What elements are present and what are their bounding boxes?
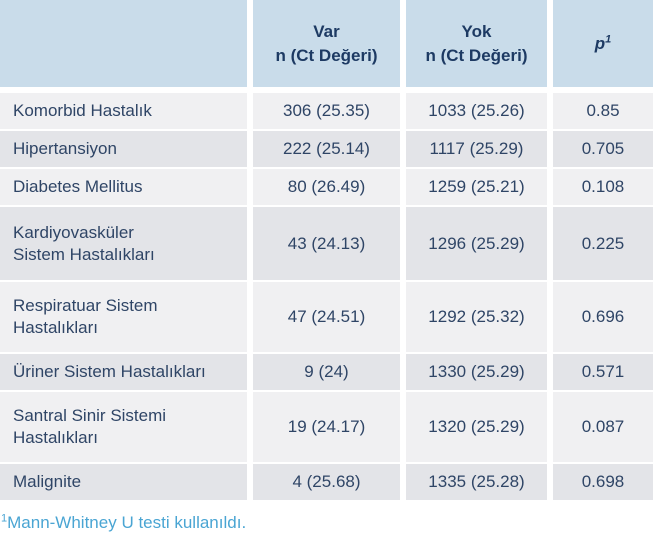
table-row-santral-sinir: Santral Sinir Sistemi Hastalıkları 19 (2… <box>0 392 653 462</box>
p-value: 0.087 <box>553 392 653 462</box>
var-value: 19 (24.17) <box>253 392 400 462</box>
var-value: 306 (25.35) <box>253 93 400 129</box>
p-value: 0.698 <box>553 464 653 500</box>
yok-value: 1259 (25.21) <box>406 169 547 205</box>
yok-value: 1292 (25.32) <box>406 282 547 352</box>
table-row-diabetes-mellitus: Diabetes Mellitus 80 (26.49) 1259 (25.21… <box>0 169 653 205</box>
footnote-text: Mann-Whitney U testi kullanıldı. <box>7 513 247 532</box>
header-cell-yok: Yok n (Ct Değeri) <box>406 0 547 87</box>
table-header-row: Var n (Ct Değeri) Yok n (Ct Değeri) p1 <box>0 0 653 87</box>
row-label: Diabetes Mellitus <box>0 169 247 205</box>
header-yok-line2: n (Ct Değeri) <box>425 45 528 65</box>
var-value: 222 (25.14) <box>253 131 400 167</box>
var-value: 80 (26.49) <box>253 169 400 205</box>
yok-value: 1117 (25.29) <box>406 131 547 167</box>
p-value: 0.225 <box>553 207 653 280</box>
header-cell-empty <box>0 0 247 87</box>
row-label: Respiratuar Sistem Hastalıkları <box>0 282 247 352</box>
table-row-kardiyovaskuler: Kardiyovasküler Sistem Hastalıkları 43 (… <box>0 207 653 280</box>
row-label: Komorbid Hastalık <box>0 93 247 129</box>
var-value: 43 (24.13) <box>253 207 400 280</box>
table-row-malignite: Malignite 4 (25.68) 1335 (25.28) 0.698 <box>0 464 653 500</box>
p-label: p <box>594 33 606 53</box>
p-value: 0.85 <box>553 93 653 129</box>
p-superscript: 1 <box>605 32 612 45</box>
p-value: 0.696 <box>553 282 653 352</box>
row-label: Kardiyovasküler Sistem Hastalıkları <box>0 207 247 280</box>
table-row-uriner: Üriner Sistem Hastalıkları 9 (24) 1330 (… <box>0 354 653 390</box>
header-cell-p: p1 <box>553 0 653 87</box>
table-row-komorbid-hastalik: Komorbid Hastalık 306 (25.35) 1033 (25.2… <box>0 93 653 129</box>
p-value: 0.571 <box>553 354 653 390</box>
yok-value: 1335 (25.28) <box>406 464 547 500</box>
yok-value: 1330 (25.29) <box>406 354 547 390</box>
header-cell-var: Var n (Ct Değeri) <box>253 0 400 87</box>
table-footnote: 1Mann-Whitney U testi kullanıldı. <box>0 513 653 533</box>
table-row-hipertansiyon: Hipertansiyon 222 (25.14) 1117 (25.29) 0… <box>0 131 653 167</box>
yok-value: 1320 (25.29) <box>406 392 547 462</box>
var-value: 47 (24.51) <box>253 282 400 352</box>
p-value-column-header: p1 <box>595 32 612 56</box>
var-value: 9 (24) <box>253 354 400 390</box>
footnote-superscript: 1 <box>1 512 8 525</box>
table-row-respiratuar: Respiratuar Sistem Hastalıkları 47 (24.5… <box>0 282 653 352</box>
row-label: Malignite <box>0 464 247 500</box>
yok-value: 1296 (25.29) <box>406 207 547 280</box>
p-value: 0.705 <box>553 131 653 167</box>
p-value: 0.108 <box>553 169 653 205</box>
row-label: Üriner Sistem Hastalıkları <box>0 354 247 390</box>
header-var-line2: n (Ct Değeri) <box>275 45 378 65</box>
yok-value: 1033 (25.26) <box>406 93 547 129</box>
var-value: 4 (25.68) <box>253 464 400 500</box>
row-label: Santral Sinir Sistemi Hastalıkları <box>0 392 247 462</box>
table-body: Komorbid Hastalık 306 (25.35) 1033 (25.2… <box>0 93 653 500</box>
header-yok-line1: Yok <box>461 21 492 41</box>
row-label: Hipertansiyon <box>0 131 247 167</box>
header-var-line1: Var <box>313 21 340 41</box>
